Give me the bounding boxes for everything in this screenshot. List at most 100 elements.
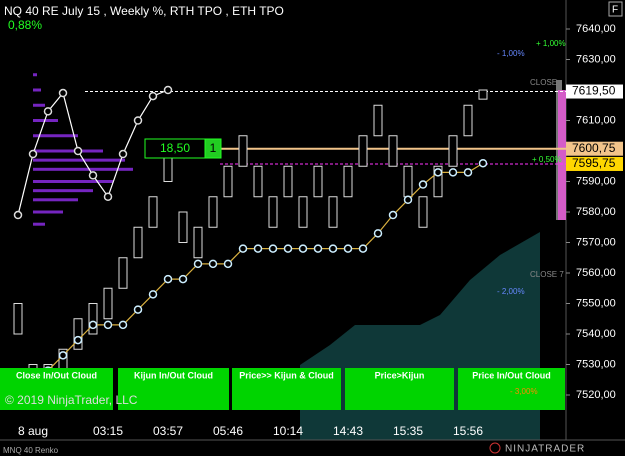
annotation: + 1,00% [536,39,566,48]
profile-bar [33,210,63,214]
brick [283,165,293,198]
profile-bar [33,167,133,171]
brick [343,165,353,198]
y-tick-label: 7640,00 [576,23,616,35]
brick [208,196,218,228]
button[interactable] [345,368,454,410]
brick [433,165,443,198]
point [268,244,278,253]
brick [328,196,338,228]
point [73,335,83,345]
value-box-text: 18,50 [160,141,190,155]
brick [388,135,398,167]
x-tick-label: 15:35 [393,424,423,438]
title: NQ 40 RE July 15 , Weekly %, RTH TPO , E… [4,4,284,18]
point [148,91,158,101]
panel-key[interactable]: F [612,5,618,16]
point [103,320,113,330]
point [133,305,143,314]
profile-bar [33,88,41,92]
annotation: + 0,50% [532,155,562,164]
brick [313,165,323,198]
brick [193,226,203,259]
brick [13,303,23,335]
point [313,244,323,253]
point [298,244,308,253]
x-tick-label: 03:15 [93,424,123,438]
brick [268,196,278,228]
brick [223,165,233,198]
y-tick-label: 7590,00 [576,175,616,187]
y-tick-label: 7560,00 [576,267,616,279]
y-tick-label: 7530,00 [576,358,616,370]
point [178,274,188,284]
side-bar [558,90,566,220]
point [13,210,23,220]
profile-bar [33,180,113,183]
point [133,116,143,125]
brick [358,135,368,167]
point [118,320,128,330]
point [418,180,428,189]
button-label[interactable]: Price>> Kijun & Cloud [239,370,334,380]
point [448,168,458,177]
brick [463,104,473,137]
point [148,290,158,299]
button-label[interactable]: Price>Kijun [375,370,425,380]
point [103,192,113,201]
point [163,274,173,284]
profile-bar [33,149,103,153]
profile-bar [33,189,93,193]
point [73,146,83,156]
price-tag-label: 7619,50 [572,84,616,98]
point [478,158,488,168]
price-tag [566,84,623,99]
point [403,195,413,205]
button[interactable] [232,368,341,410]
y-tick-label: 7630,00 [576,53,616,65]
point [223,259,233,269]
button-label[interactable]: Kijun In/Out Cloud [134,370,213,380]
panel-key-box[interactable] [608,1,623,17]
y-tick-label: 7610,00 [576,114,616,126]
button-label[interactable]: Price In/Out Cloud [472,370,551,380]
point [28,149,38,159]
count-box-text: 1 [210,141,217,155]
button[interactable] [0,368,113,410]
button[interactable] [118,368,229,410]
button-label[interactable]: Close In/Out Cloud [16,370,97,380]
x-tick-label: 03:57 [153,424,183,438]
brick [298,196,308,228]
point [343,244,353,253]
annotation: - 1,00% [497,49,525,58]
brick [238,135,248,167]
profile-bar [33,103,45,107]
change: 0,88% [8,18,42,32]
brick [178,211,188,243]
count-box [204,138,222,159]
brick [118,257,128,289]
point [58,88,68,98]
button[interactable] [458,368,565,410]
logo-icon [489,442,501,454]
point [88,171,98,180]
y-tick-label: 7540,00 [576,328,616,340]
y-tick-label: 7570,00 [576,236,616,248]
point [328,244,338,253]
point [253,244,263,253]
price-tag-label: 7595,75 [572,156,616,170]
logo: NINJATRADER [505,444,585,455]
annotation: CLOSE 7 [530,270,564,279]
y-tick-label: 7550,00 [576,297,616,309]
profile-bar [33,73,37,77]
price-tag [566,141,623,156]
profile-bar [33,134,78,138]
x-tick-label: 05:46 [213,424,243,438]
brick [478,89,488,100]
brick [133,226,143,259]
point [88,320,98,330]
x-tick-label: 8 aug [18,424,48,438]
profile-bar [33,222,45,226]
point [433,168,443,177]
